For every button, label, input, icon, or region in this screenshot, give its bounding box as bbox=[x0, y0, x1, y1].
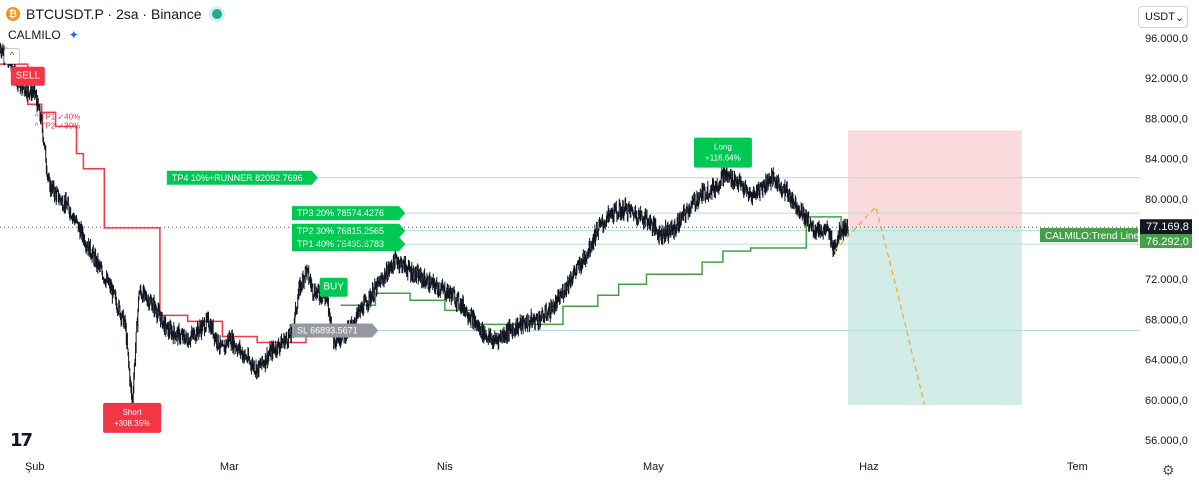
indicator-ai-icon[interactable]: ✦ bbox=[68, 28, 79, 42]
level-label: TP4 10%+RUNNER 82092.7696 bbox=[172, 173, 303, 183]
signal-label: +116.64% bbox=[705, 154, 741, 163]
market-open-icon bbox=[211, 9, 222, 19]
projection-path bbox=[833, 205, 926, 405]
price-tag-label: 76.292,0 bbox=[1146, 236, 1189, 248]
tradingview-logo[interactable]: 17 bbox=[10, 430, 33, 451]
level-label: TP3 20% 78574.4276 bbox=[297, 208, 384, 218]
y-tick-label: 80.000,0 bbox=[1145, 194, 1188, 206]
annotation-label: ^ TP2 ✓30% bbox=[35, 121, 80, 130]
x-tick-label: Haz bbox=[859, 461, 879, 473]
y-tick-label: 68.000,0 bbox=[1145, 314, 1188, 326]
x-tick-label: Nis bbox=[437, 461, 453, 473]
level-label: TP1 40% 75495.8783 bbox=[297, 239, 384, 249]
x-tick-label: Tem bbox=[1067, 461, 1088, 473]
y-tick-label: 84.000,0 bbox=[1145, 154, 1188, 166]
price-tag-label: 77.169,8 bbox=[1146, 221, 1189, 233]
y-tick-label: 72.000,0 bbox=[1145, 274, 1188, 286]
level-label: SL 66893.5671 bbox=[297, 326, 358, 336]
y-tick-label: 96.000,0 bbox=[1145, 33, 1188, 45]
level-tag bbox=[291, 223, 406, 238]
signal-label: SELL bbox=[16, 71, 41, 82]
red-trend-line bbox=[0, 63, 307, 344]
green-trend-line bbox=[340, 216, 842, 326]
indicator-legend[interactable]: CALMILO ✦ bbox=[8, 28, 79, 42]
y-tick-label: 92.000,0 bbox=[1145, 73, 1188, 85]
level-tag bbox=[166, 170, 318, 185]
y-tick-label: 60.000,0 bbox=[1145, 395, 1188, 407]
signal-box bbox=[319, 277, 348, 297]
y-tick-label: 56.000,0 bbox=[1145, 435, 1188, 447]
collapse-legend-button[interactable]: ^ bbox=[4, 48, 20, 64]
settings-icon[interactable]: ⚙ bbox=[1162, 462, 1175, 478]
annotation-label: TP1 ✓40% bbox=[334, 238, 374, 247]
level-label: TP2 30% 76815.2565 bbox=[297, 226, 384, 236]
level-tag bbox=[291, 206, 406, 221]
bitcoin-icon: ₿ bbox=[6, 7, 20, 21]
price-tag bbox=[1140, 234, 1192, 249]
trend-line-tag bbox=[1040, 228, 1138, 243]
x-tick-label: Mar bbox=[220, 461, 239, 473]
trend-line-label: CALMILO:Trend Line bbox=[1045, 231, 1140, 242]
y-tick-label: 88.000,0 bbox=[1145, 113, 1188, 125]
signal-label: Short bbox=[123, 408, 143, 417]
indicator-name[interactable]: CALMILO bbox=[8, 28, 61, 42]
y-tick-label: 64.000,0 bbox=[1145, 355, 1188, 367]
symbol-title[interactable]: BTCUSDT.P · 2sa · Binance bbox=[26, 6, 202, 22]
signal-box bbox=[693, 137, 752, 168]
annotation-label: ^ TP1 ✓40% bbox=[35, 112, 80, 121]
level-tag bbox=[291, 323, 379, 338]
level-tag bbox=[291, 237, 406, 252]
x-tick-label: Şub bbox=[25, 461, 45, 473]
x-tick-label: May bbox=[643, 461, 664, 473]
signal-label: BUY bbox=[323, 282, 344, 293]
signal-label: Long bbox=[714, 143, 732, 152]
price-tag bbox=[1140, 219, 1192, 234]
take-profit-zone bbox=[848, 227, 1022, 405]
currency-label: USDT bbox=[1145, 11, 1175, 23]
signal-box bbox=[10, 66, 45, 86]
signal-box bbox=[103, 402, 162, 433]
signal-label: +308.35% bbox=[114, 419, 150, 428]
chevron-down-icon: ⌄ bbox=[1174, 11, 1185, 24]
symbol-header[interactable]: ₿ BTCUSDT.P · 2sa · Binance bbox=[6, 6, 222, 22]
currency-select[interactable]: USDT ⌄ bbox=[1138, 6, 1188, 28]
